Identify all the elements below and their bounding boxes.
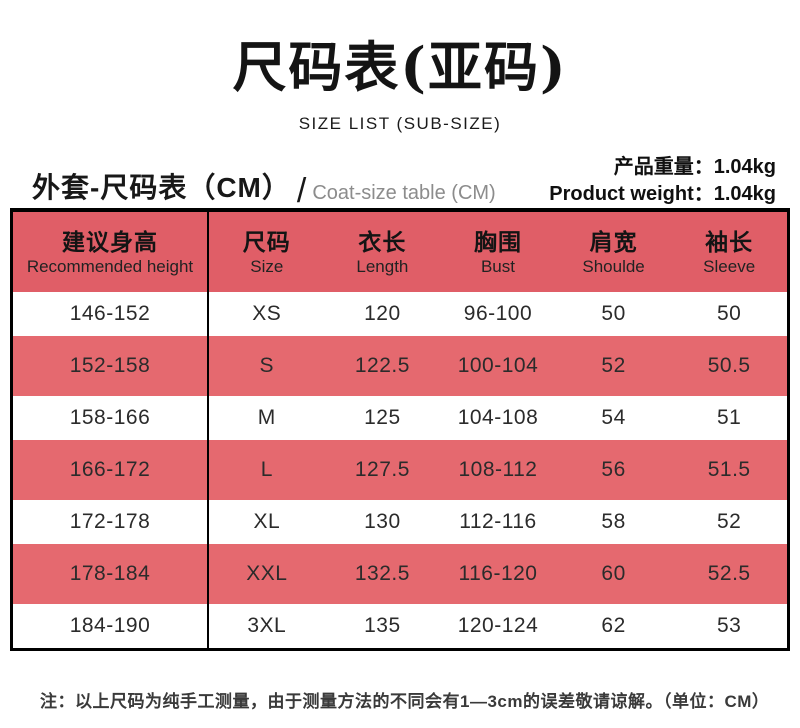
table-cell: 52: [716, 510, 742, 533]
section-heading: 外套-尺码表（CM） / Coat-size table (CM): [32, 166, 496, 210]
table-row: 166-172 L 127.5 108-112 56 51.5: [13, 440, 787, 500]
product-weight-cn: 产品重量：1.04kg: [613, 156, 776, 178]
col-header-cn: 胸围: [473, 228, 522, 255]
table-cell: XS: [252, 302, 282, 325]
table-cell: 184-190: [13, 604, 209, 648]
col-header-en: Size: [250, 256, 284, 276]
col-header-cn: 袖长: [705, 228, 754, 255]
table-cell: 54: [601, 406, 626, 429]
page-subtitle: SIZE LIST (SUB-SIZE): [298, 114, 502, 133]
table-cell: 100-104: [457, 354, 539, 377]
col-header-en: Bust: [480, 256, 515, 276]
col-header-cn: 尺码: [242, 228, 291, 255]
table-cell: 50: [716, 302, 742, 325]
table-cell: 130: [364, 510, 401, 533]
table-cell: 132.5: [354, 562, 410, 585]
table-cell: 172-178: [13, 500, 209, 544]
table-row: 158-166 M 125 104-108 54 51: [13, 396, 787, 440]
measurement-note: 注：以上尺码为纯手工测量，由于测量方法的不同会有1—3cm的误差敬请谅解。（单位…: [40, 692, 770, 711]
meta-row: 外套-尺码表（CM） / Coat-size table (CM) 产品重量：1…: [0, 136, 800, 208]
table-cell: M: [257, 406, 276, 429]
table-cell: 112-116: [459, 510, 537, 533]
table-cell: 120: [364, 302, 401, 325]
table-header-row: 建议身高 Recommended height 尺码 Size 衣长 Lengt…: [13, 212, 787, 292]
table-cell: 116-120: [458, 562, 538, 585]
table-cell: 52.5: [707, 562, 751, 585]
table-cell: 108-112: [458, 458, 538, 481]
table-cell: 50.5: [707, 354, 751, 377]
col-header-size: 尺码 Size: [209, 212, 325, 292]
table-row: 178-184 XXL 132.5 116-120 60 52.5: [13, 544, 787, 604]
table-row: 152-158 S 122.5 100-104 52 50.5: [13, 336, 787, 396]
col-header-cn: 建议身高: [62, 228, 158, 255]
table-cell: S: [259, 354, 275, 377]
section-heading-cn: 外套-尺码表（CM）: [32, 172, 291, 203]
table-row: 172-178 XL 130 112-116 58 52: [13, 500, 787, 544]
section-heading-en: Coat-size table (CM): [312, 182, 496, 204]
table-cell: 104-108: [457, 406, 539, 429]
table-cell: 178-184: [13, 544, 209, 604]
col-header-cn: 衣长: [358, 228, 407, 255]
table-cell: 56: [601, 458, 626, 481]
table-cell: 96-100: [463, 302, 533, 325]
table-cell: 120-124: [457, 614, 539, 637]
table-cell: 152-158: [13, 336, 209, 396]
table-cell: 50: [601, 302, 626, 325]
col-header-cn: 肩宽: [589, 228, 638, 255]
table-cell: 125: [364, 406, 401, 429]
table-row: 184-190 3XL 135 120-124 62 53: [13, 604, 787, 648]
col-header-en: Recommended height: [26, 256, 194, 276]
page-title: 尺码表(亚码): [232, 35, 568, 99]
table-cell: 52: [601, 354, 626, 377]
col-header-length: 衣长 Length: [325, 212, 441, 292]
col-header-en: Sleeve: [703, 256, 756, 276]
col-header-bust: 胸围 Bust: [440, 212, 556, 292]
table-cell: 51: [716, 406, 742, 429]
col-header-height: 建议身高 Recommended height: [13, 212, 209, 292]
table-cell: XXL: [246, 562, 288, 585]
table-cell: 146-152: [13, 292, 209, 336]
table-row: 146-152 XS 120 96-100 50 50: [13, 292, 787, 336]
table-cell: 58: [601, 510, 626, 533]
table-cell: 53: [716, 614, 742, 637]
table-cell: 135: [364, 614, 401, 637]
table-cell: L: [260, 458, 273, 481]
slash-divider: /: [296, 172, 307, 210]
product-weight-en: Product weight：1.04kg: [549, 183, 776, 205]
table-cell: 60: [601, 562, 626, 585]
product-weight-block: 产品重量：1.04kg Product weight：1.04kg: [549, 154, 776, 208]
table-cell: 127.5: [354, 458, 410, 481]
table-cell: 51.5: [707, 458, 751, 481]
table-cell: 158-166: [13, 396, 209, 440]
table-cell: XL: [253, 510, 281, 533]
col-header-sleeve: 袖长 Sleeve: [671, 212, 787, 292]
col-header-en: Shoulde: [582, 256, 645, 276]
table-cell: 166-172: [13, 440, 209, 500]
size-table: 建议身高 Recommended height 尺码 Size 衣长 Lengt…: [10, 208, 790, 651]
table-cell: 62: [601, 614, 626, 637]
table-cell: 3XL: [247, 614, 287, 637]
col-header-shoulder: 肩宽 Shoulde: [556, 212, 672, 292]
col-header-en: Length: [356, 256, 409, 276]
table-cell: 122.5: [354, 354, 410, 377]
